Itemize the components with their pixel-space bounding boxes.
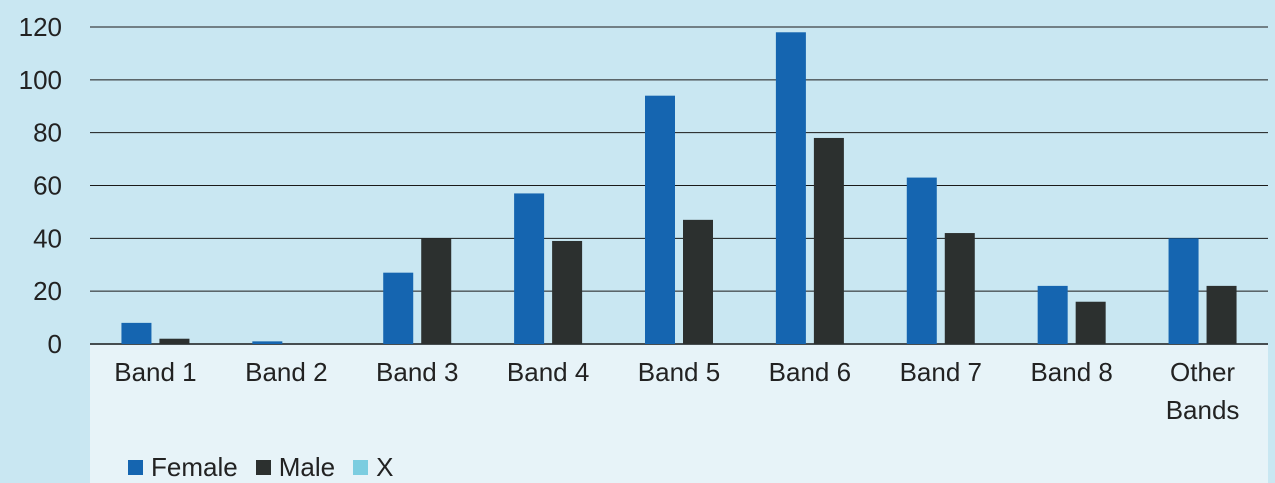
legend: Female Male X xyxy=(128,452,393,482)
legend-item-male: Male xyxy=(255,451,336,483)
bar-male-3 xyxy=(421,238,452,344)
legend-label-x: X xyxy=(376,451,394,482)
x-category-label-8: Band 8 xyxy=(1030,357,1112,387)
bar-male-7 xyxy=(944,233,975,344)
legend-item-female: Female xyxy=(128,452,238,483)
x-category-label-4: Band 4 xyxy=(507,357,589,387)
bar-female-7 xyxy=(906,177,937,344)
bar-female-3 xyxy=(383,272,414,344)
x-category-label-7: Band 7 xyxy=(900,357,982,387)
legend-swatch-x xyxy=(353,459,369,475)
legend-swatch-male xyxy=(255,459,271,475)
y-tick-label-20: 20 xyxy=(33,276,62,306)
x-category-label-1: Band 1 xyxy=(114,357,196,387)
x-category-label-5: Band 5 xyxy=(638,357,720,387)
bar-male-1 xyxy=(159,338,190,344)
bar-male-6 xyxy=(813,137,844,344)
x-axis-categories: Band 1 Band 2 Band 3 Band 4 Band 5 Band 6 Band… xyxy=(114,357,1239,425)
gridlines xyxy=(90,26,1268,345)
x-category-label-2: Band 2 xyxy=(245,357,327,387)
bar-male-8 xyxy=(1075,301,1106,344)
bar-female-4 xyxy=(514,193,545,344)
y-tick-label-100: 100 xyxy=(19,65,62,95)
bar-male-5 xyxy=(683,219,713,344)
bar-female-2 xyxy=(252,341,283,344)
bar-male-9 xyxy=(1206,285,1237,344)
bar-female-8 xyxy=(1037,285,1068,344)
bar-female-6 xyxy=(775,32,806,345)
y-tick-label-80: 80 xyxy=(33,118,62,148)
y-tick-label-0: 0 xyxy=(48,329,62,359)
y-axis-ticks: 0 20 40 60 80 100 120 xyxy=(19,12,62,359)
bar-female-1 xyxy=(121,322,152,344)
category-axis-panel xyxy=(90,345,1268,483)
bar-female-5 xyxy=(645,95,675,344)
x-category-label-6: Band 6 xyxy=(769,357,851,387)
x-category-label-3: Band 3 xyxy=(376,357,458,387)
y-tick-label-60: 60 xyxy=(33,171,62,201)
bar-female-9 xyxy=(1168,238,1199,344)
y-tick-label-120: 120 xyxy=(19,12,62,42)
x-category-label-9: Other Bands xyxy=(1166,357,1240,425)
bars xyxy=(121,32,1237,345)
y-tick-label-40: 40 xyxy=(33,223,62,253)
legend-item-x: X xyxy=(353,452,393,483)
bar-male-4 xyxy=(552,240,583,344)
legend-label-male: Male xyxy=(278,451,336,482)
legend-label-female: Female xyxy=(151,451,238,482)
legend-swatch-female xyxy=(128,459,143,475)
